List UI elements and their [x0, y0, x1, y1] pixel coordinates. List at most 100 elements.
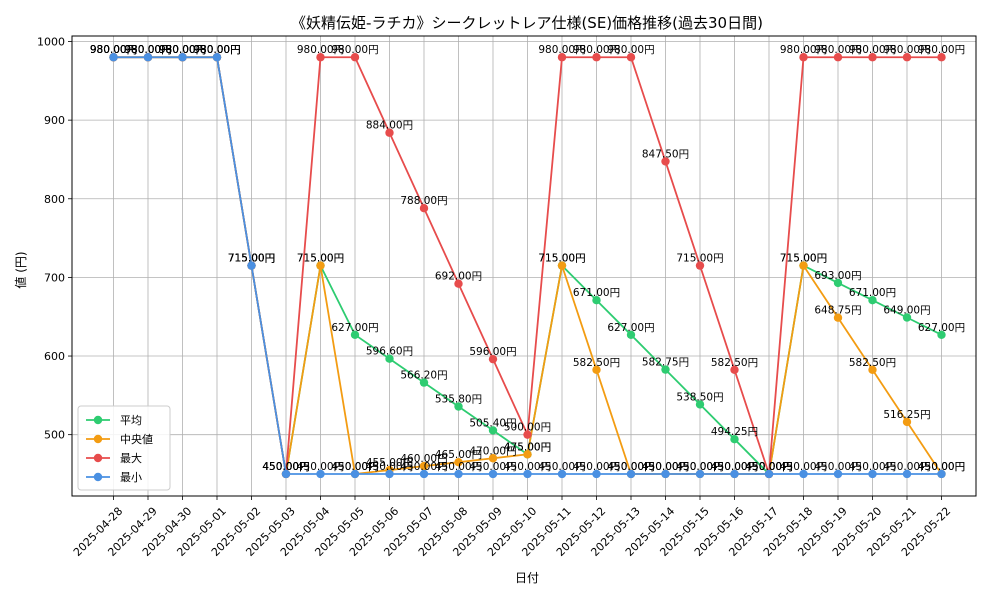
legend-entry: 最大: [120, 451, 142, 465]
data-label: 450.00円: [745, 461, 792, 473]
data-point: [626, 330, 636, 340]
data-point: [385, 469, 394, 479]
data-point: [695, 261, 705, 270]
data-label: 980.00円: [124, 44, 171, 56]
legend-marker: [93, 415, 103, 425]
data-point: [109, 53, 118, 62]
data-label: 671.00円: [849, 287, 896, 299]
data-label: 450.00円: [745, 461, 792, 473]
data-label: 980.00円: [297, 44, 344, 56]
data-label: 715.00円: [297, 253, 344, 265]
y-tick-label: 700: [44, 271, 65, 284]
data-point: [592, 296, 601, 305]
data-label: 980.00円: [331, 44, 378, 56]
data-point: [419, 469, 429, 479]
data-label: 582.75円: [642, 357, 689, 369]
data-point: [350, 53, 360, 62]
data-point: [385, 354, 394, 363]
legend-entry: 最小: [120, 471, 142, 484]
data-point: [730, 434, 739, 444]
data-label: 450.00円: [331, 461, 378, 473]
legend-marker: [93, 434, 103, 444]
data-point: [557, 469, 567, 479]
data-label: 648.75円: [814, 305, 861, 317]
data-label: 980.00円: [90, 44, 137, 56]
data-label: 627.00円: [918, 322, 965, 334]
data-label: 450.00円: [366, 461, 413, 473]
data-point: [385, 128, 394, 137]
data-point: [902, 417, 912, 427]
data-label: 450.00円: [642, 461, 689, 473]
data-label: 500.00円: [504, 422, 551, 434]
data-label: 470.00円: [469, 445, 516, 457]
plot-frame: [71, 35, 977, 497]
legend-box: [77, 405, 171, 491]
data-label: 788.00円: [400, 195, 447, 207]
data-label: 847.50円: [642, 148, 689, 160]
data-point: [281, 469, 291, 479]
data-point: [833, 313, 843, 322]
y-tick-label: 600: [44, 350, 65, 363]
data-point: [868, 296, 877, 305]
data-label: 715.00円: [780, 253, 827, 265]
data-label: 450.00円: [883, 461, 930, 473]
data-point: [730, 469, 739, 479]
data-label: 450.00円: [745, 461, 792, 473]
data-point: [557, 261, 567, 270]
data-label: 715.00円: [228, 253, 275, 265]
data-label: 450.00円: [607, 461, 654, 473]
data-label: 450.00円: [642, 461, 689, 473]
x-axis-label: 日付: [515, 571, 539, 585]
data-label: 980.00円: [193, 44, 240, 56]
data-point: [454, 279, 463, 288]
data-label: 450.00円: [607, 461, 654, 473]
data-point: [212, 53, 222, 62]
data-label: 450.00円: [918, 461, 965, 473]
data-label: 980.00円: [883, 44, 930, 56]
data-label: 884.00円: [366, 120, 413, 132]
data-label: 980.00円: [159, 44, 206, 56]
data-label: 715.00円: [780, 253, 827, 265]
data-point: [661, 469, 670, 479]
data-label: 980.00円: [607, 44, 654, 56]
data-point: [902, 313, 912, 322]
axes: 2025-04-282025-04-292025-04-302025-05-01…: [37, 35, 977, 559]
data-point: [592, 469, 601, 479]
data-label: 460.00円: [400, 453, 447, 465]
data-label: 693.00円: [814, 270, 861, 282]
data-label: 450.00円: [573, 461, 620, 473]
data-point: [730, 365, 739, 374]
data-label: 475.00円: [504, 441, 551, 453]
data-point: [868, 53, 877, 62]
y-tick-label: 900: [44, 114, 65, 127]
y-tick-label: 800: [44, 193, 65, 206]
data-point: [799, 469, 808, 479]
data-label: 450.00円: [814, 461, 861, 473]
data-label: 450.00円: [711, 461, 758, 473]
data-label: 980.00円: [90, 44, 137, 56]
data-point: [833, 469, 843, 479]
y-tick-label: 500: [44, 429, 65, 442]
series-layer: [109, 53, 946, 479]
data-point: [833, 53, 843, 62]
data-label: 455.00円: [366, 457, 413, 469]
data-point: [868, 469, 877, 479]
data-label: 980.00円: [814, 44, 861, 56]
data-label: 649.00円: [883, 305, 930, 317]
data-label: 715.00円: [676, 253, 723, 265]
data-point: [592, 53, 601, 62]
y-tick-label: 1000: [37, 36, 65, 49]
data-label: 980.00円: [849, 44, 896, 56]
data-label: 450.00円: [400, 461, 447, 473]
data-label: 715.00円: [228, 253, 275, 265]
data-point: [488, 454, 498, 463]
data-point: [454, 469, 463, 479]
data-label: 980.00円: [124, 44, 171, 56]
data-label: 627.00円: [607, 322, 654, 334]
data-point: [695, 400, 705, 409]
data-label: 692.00円: [435, 271, 482, 283]
data-point: [488, 426, 498, 435]
data-label: 450.00円: [676, 461, 723, 473]
data-label: 450.00円: [262, 461, 309, 473]
data-point: [523, 450, 532, 459]
